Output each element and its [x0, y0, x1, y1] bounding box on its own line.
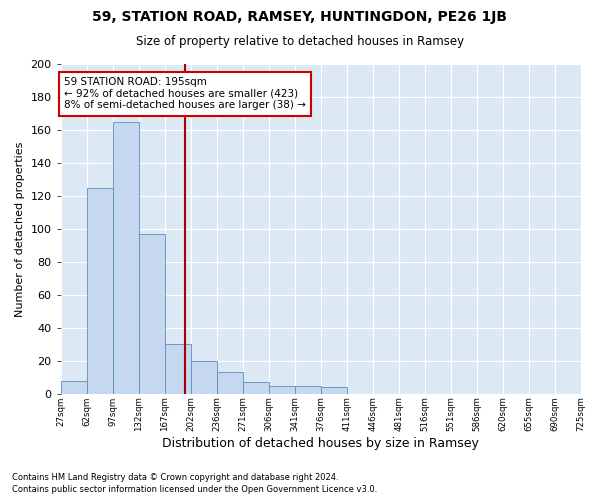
Text: Size of property relative to detached houses in Ramsey: Size of property relative to detached ho…: [136, 35, 464, 48]
Text: 59, STATION ROAD, RAMSEY, HUNTINGDON, PE26 1JB: 59, STATION ROAD, RAMSEY, HUNTINGDON, PE…: [92, 10, 508, 24]
Y-axis label: Number of detached properties: Number of detached properties: [15, 141, 25, 316]
Bar: [269, 386, 295, 394]
Bar: [217, 372, 242, 394]
Bar: [164, 344, 191, 394]
Bar: [86, 188, 113, 394]
Bar: [320, 387, 347, 394]
Bar: [139, 234, 164, 394]
Bar: [191, 361, 217, 394]
Bar: [113, 122, 139, 394]
Bar: [295, 386, 320, 394]
X-axis label: Distribution of detached houses by size in Ramsey: Distribution of detached houses by size …: [162, 437, 479, 450]
Text: Contains public sector information licensed under the Open Government Licence v3: Contains public sector information licen…: [12, 485, 377, 494]
Bar: [242, 382, 269, 394]
Text: Contains HM Land Registry data © Crown copyright and database right 2024.: Contains HM Land Registry data © Crown c…: [12, 474, 338, 482]
Text: 59 STATION ROAD: 195sqm
← 92% of detached houses are smaller (423)
8% of semi-de: 59 STATION ROAD: 195sqm ← 92% of detache…: [64, 77, 306, 110]
Bar: [61, 380, 86, 394]
